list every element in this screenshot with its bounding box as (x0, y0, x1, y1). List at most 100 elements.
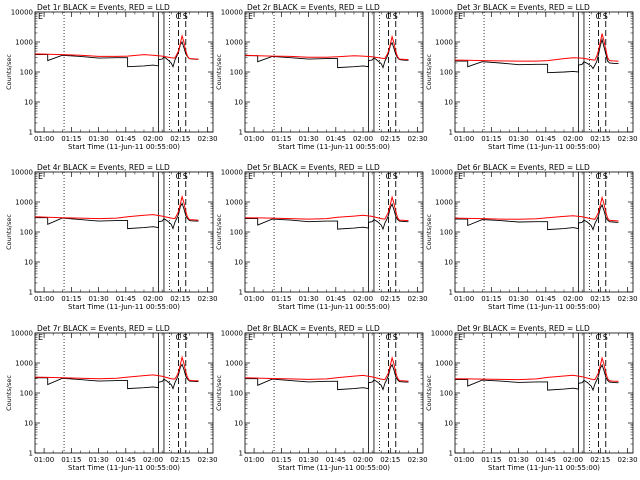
x-tick-label: 02:00 (353, 295, 373, 303)
series-lld (454, 356, 619, 382)
y-tick-label: 10000 (221, 169, 243, 177)
y-tick-label: 100 (440, 390, 453, 398)
y-tick-label: 100 (20, 229, 33, 237)
marker-label-s: S (183, 12, 188, 21)
y-tick-label: 1 (449, 450, 453, 458)
x-tick-label: 02:00 (143, 135, 163, 143)
x-tick-label: 02:15 (590, 135, 610, 143)
x-tick-label: 01:00 (454, 295, 474, 303)
x-tick-label: 01:00 (34, 295, 54, 303)
x-tick-label: 02:15 (590, 295, 610, 303)
marker-label-e: E (248, 333, 253, 342)
series-events (35, 40, 199, 68)
marker-label-c: C (595, 12, 601, 21)
series-events (245, 202, 409, 231)
y-tick-label: 10 (444, 99, 453, 107)
x-axis-label: Start Time (11-Jun-11 00:55:00) (68, 143, 180, 151)
x-axis-label: Start Time (11-Jun-11 00:55:00) (488, 303, 600, 311)
chart-title: Det 7r BLACK = Events, RED = LLD (37, 324, 170, 333)
chart-panel-8: Det 8r BLACK = Events, RED = LLD 1 10 100 10… (215, 324, 428, 472)
x-tick-label: 01:15 (271, 456, 291, 464)
x-tick-label: 01:30 (298, 135, 318, 143)
x-tick-label: 01:15 (61, 135, 81, 143)
y-tick-label: 10 (24, 420, 33, 428)
marker-label-c: C (175, 12, 181, 21)
chart-panel-1: Det 1r BLACK = Events, RED = LLD 1 10 100 10… (5, 3, 218, 151)
x-tick-label: 01:15 (481, 135, 501, 143)
y-axis-label: Counts/sec (425, 375, 433, 411)
x-tick-label: 02:15 (170, 456, 190, 464)
y-tick-label: 100 (440, 69, 453, 77)
x-tick-label: 02:15 (590, 456, 610, 464)
y-tick-label: 100 (230, 229, 243, 237)
y-tick-label: 1000 (15, 199, 33, 207)
x-tick-label: 01:45 (116, 295, 136, 303)
plot-frame (244, 332, 424, 454)
series-events (245, 363, 409, 391)
x-tick-label: 01:45 (536, 456, 556, 464)
marker-label-s: S (183, 172, 188, 181)
marker-label-c: C (595, 172, 601, 181)
x-tick-label: 01:30 (298, 295, 318, 303)
x-tick-label: 01:45 (116, 456, 136, 464)
x-tick-label: 01:45 (326, 295, 346, 303)
x-tick-label: 02:30 (197, 135, 217, 143)
x-axis-label: Start Time (11-Jun-11 00:55:00) (278, 143, 390, 151)
y-tick-label: 1000 (225, 360, 243, 368)
chart-title: Det 8r BLACK = Events, RED = LLD (247, 324, 380, 333)
x-tick-label: 02:30 (407, 295, 427, 303)
x-axis-label: Start Time (11-Jun-11 00:55:00) (278, 303, 390, 311)
y-tick-label: 10 (24, 99, 33, 107)
x-tick-label: 01:30 (88, 295, 108, 303)
x-tick-label: 02:00 (353, 456, 373, 464)
series-events (35, 363, 199, 390)
y-tick-label: 1000 (435, 39, 453, 47)
chart-panel-7: Det 7r BLACK = Events, RED = LLD 1 10 100 10… (5, 324, 218, 472)
y-tick-label: 1000 (435, 199, 453, 207)
y-tick-label: 1 (29, 129, 33, 137)
x-tick-label: 02:15 (380, 295, 400, 303)
series-lld (244, 195, 409, 222)
x-tick-label: 02:15 (170, 135, 190, 143)
y-tick-label: 100 (20, 69, 33, 77)
y-tick-label: 10000 (11, 9, 33, 17)
marker-label-e: E (248, 172, 253, 181)
x-tick-label: 02:30 (617, 456, 637, 464)
x-tick-label: 01:45 (536, 135, 556, 143)
plot-frame (34, 11, 214, 133)
chart-panel-9: Det 9r BLACK = Events, RED = LLD 1 10 100 10… (425, 324, 638, 472)
plot-frame (454, 11, 634, 133)
x-tick-label: 02:15 (380, 135, 400, 143)
y-tick-label: 100 (440, 229, 453, 237)
x-axis-label: Start Time (11-Jun-11 00:55:00) (68, 303, 180, 311)
plot-frame (34, 332, 214, 454)
y-tick-label: 10 (234, 259, 243, 267)
x-tick-label: 02:00 (143, 456, 163, 464)
x-tick-label: 01:15 (271, 295, 291, 303)
y-tick-label: 1000 (435, 360, 453, 368)
marker-label-c: C (175, 172, 181, 181)
x-tick-label: 02:15 (170, 295, 190, 303)
x-axis-label: Start Time (11-Jun-11 00:55:00) (68, 464, 180, 472)
y-tick-label: 1 (29, 450, 33, 458)
series-lld (34, 194, 199, 221)
x-tick-label: 01:30 (508, 295, 528, 303)
x-tick-label: 01:00 (34, 135, 54, 143)
chart-title: Det 9r BLACK = Events, RED = LLD (457, 324, 590, 333)
x-tick-label: 02:00 (563, 295, 583, 303)
plot-frame (244, 11, 424, 133)
y-tick-label: 1 (239, 129, 243, 137)
y-axis-label: Counts/sec (215, 214, 223, 250)
series-lld (34, 355, 199, 382)
x-tick-label: 01:30 (88, 456, 108, 464)
chart-title: Det 2r BLACK = Events, RED = LLD (247, 3, 380, 12)
plot-frame (454, 332, 634, 454)
y-axis-label: Counts/sec (425, 54, 433, 90)
y-tick-label: 10000 (11, 330, 33, 338)
chart-title: Det 6r BLACK = Events, RED = LLD (457, 163, 590, 172)
x-tick-label: 02:00 (563, 456, 583, 464)
marker-label-e: E (38, 172, 43, 181)
x-tick-label: 02:30 (407, 135, 427, 143)
y-tick-label: 1000 (225, 39, 243, 47)
chart-panel-5: Det 5r BLACK = Events, RED = LLD 1 10 100 10… (215, 163, 428, 311)
